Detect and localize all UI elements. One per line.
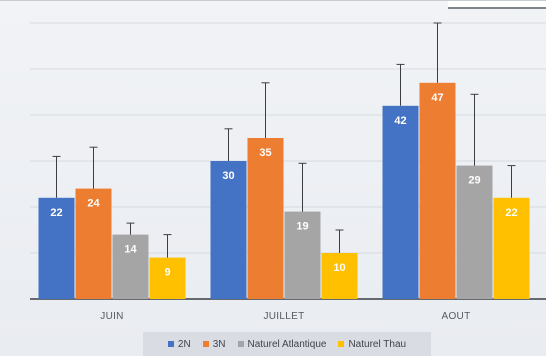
bar	[493, 197, 530, 299]
data-label: 35	[259, 147, 271, 159]
legend-item: 2N	[167, 338, 191, 350]
data-label: 24	[87, 198, 100, 210]
legend-swatch	[202, 341, 209, 347]
data-label: 9	[164, 267, 170, 279]
bar	[38, 197, 75, 299]
bar	[75, 188, 112, 299]
bars	[38, 22, 530, 299]
legend-item: Naturel Thau	[338, 339, 406, 350]
labels: 22 24 14 9 JUIN 30 35 19 10 JUILLET 42 47 29 22 AOUT	[50, 92, 517, 322]
bar	[382, 105, 419, 299]
bar	[456, 165, 493, 299]
legend-swatch	[167, 341, 174, 347]
legend-label: Naturel Atlantique	[247, 338, 327, 350]
legend: 2N 3N Naturel Atlantique Naturel Thau	[143, 332, 431, 356]
data-label: 19	[296, 221, 308, 233]
data-label: 29	[468, 175, 480, 187]
bar	[321, 253, 358, 299]
category-tick-label: JUIN	[100, 311, 123, 322]
window-corner-tab	[448, 1, 546, 9]
data-label: 22	[50, 207, 62, 219]
data-label: 30	[222, 170, 234, 182]
bar	[149, 257, 186, 299]
data-label: 22	[505, 207, 517, 219]
data-label: 10	[333, 262, 345, 274]
bar	[247, 138, 284, 299]
legend-label: 2N	[177, 338, 191, 350]
bar	[112, 234, 149, 299]
legend-item: Naturel Atlantique	[237, 338, 327, 350]
legend-item: 3N	[202, 338, 226, 350]
data-label: 14	[124, 244, 137, 256]
category-tick-label: JUILLET	[263, 311, 304, 322]
bar	[210, 161, 247, 299]
category-tick-label: AOUT	[442, 311, 471, 322]
legend-swatch	[338, 341, 345, 347]
bar	[419, 82, 456, 299]
data-label: 42	[394, 115, 406, 127]
data-label: 47	[431, 92, 443, 104]
legend-swatch	[237, 341, 244, 347]
legend-label: 3N	[212, 338, 226, 350]
legend-label: Naturel Thau	[348, 338, 407, 350]
bar	[284, 211, 321, 299]
